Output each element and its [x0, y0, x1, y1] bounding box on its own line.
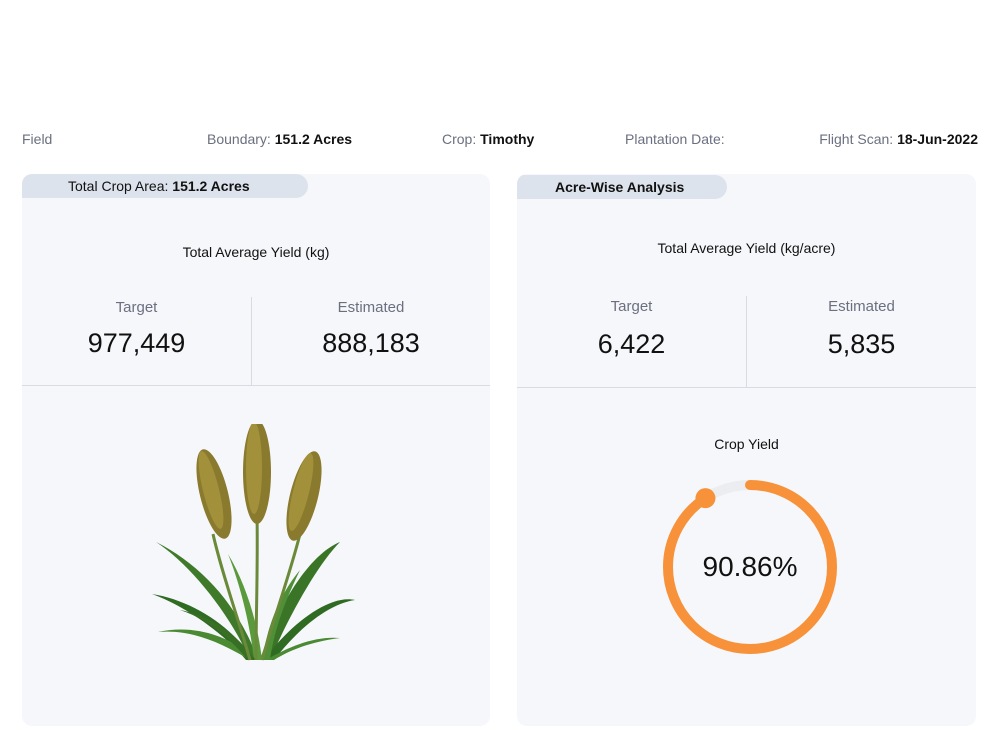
plantation-date-info: Plantation Date:: [625, 131, 725, 147]
acre-estimated-value: 5,835: [827, 329, 896, 359]
target-stat: Target 977,449: [22, 297, 251, 385]
field-info-bar: Field Boundary: 151.2 Acres Crop: Timoth…: [22, 131, 978, 149]
crop-value: Timothy: [480, 131, 535, 147]
flight-scan-value: 18-Jun-2022: [897, 131, 978, 147]
total-crop-area-label: Total Crop Area:: [68, 178, 169, 194]
flight-scan-info: Flight Scan: 18-Jun-2022: [819, 131, 978, 147]
acre-wise-analysis-tab: Acre-Wise Analysis: [517, 175, 727, 199]
total-crop-area-card: Total Crop Area: 151.2 Acres Total Avera…: [22, 174, 490, 726]
target-label: Target: [115, 299, 158, 316]
acre-estimated-stat: Estimated 5,835: [746, 296, 976, 387]
total-crop-area-tab: Total Crop Area: 151.2 Acres: [22, 174, 308, 198]
gauge-progress-arc: [663, 480, 837, 654]
crop-yield-title: Crop Yield: [714, 436, 779, 452]
acre-yield-stats: Target 6,422 Estimated 5,835: [517, 296, 976, 388]
boundary-value: 151.2 Acres: [274, 131, 353, 147]
flight-scan-label: Flight Scan:: [819, 131, 894, 147]
crop-label: Crop:: [442, 131, 477, 147]
target-value: 977,449: [87, 328, 186, 358]
field-label: Field: [22, 131, 53, 147]
acre-target-value: 6,422: [597, 329, 666, 359]
estimated-stat: Estimated 888,183: [251, 297, 490, 385]
crop-yield-gauge: [663, 480, 837, 654]
total-yield-title: Total Average Yield (kg): [182, 244, 330, 260]
acre-yield-title: Total Average Yield (kg/acre): [657, 240, 836, 256]
plantation-date-label: Plantation Date:: [625, 131, 725, 147]
crop-info: Crop: Timothy: [442, 131, 534, 147]
total-yield-stats: Target 977,449 Estimated 888,183: [22, 297, 490, 386]
acre-wise-analysis-card: Acre-Wise Analysis Total Average Yield (…: [517, 174, 976, 726]
acre-target-label: Target: [610, 298, 653, 315]
gauge-knob: [695, 488, 716, 509]
crop-yield-value: 90.86%: [702, 551, 798, 582]
acre-target-stat: Target 6,422: [517, 296, 746, 387]
estimated-label: Estimated: [337, 299, 405, 316]
total-crop-area-value: 151.2 Acres: [172, 178, 250, 194]
estimated-value: 888,183: [322, 328, 420, 358]
boundary-label: Boundary:: [207, 131, 271, 147]
timothy-grass-plant-icon: [152, 424, 355, 661]
acre-estimated-label: Estimated: [828, 298, 895, 315]
boundary-info: Boundary: 151.2 Acres: [207, 131, 352, 147]
